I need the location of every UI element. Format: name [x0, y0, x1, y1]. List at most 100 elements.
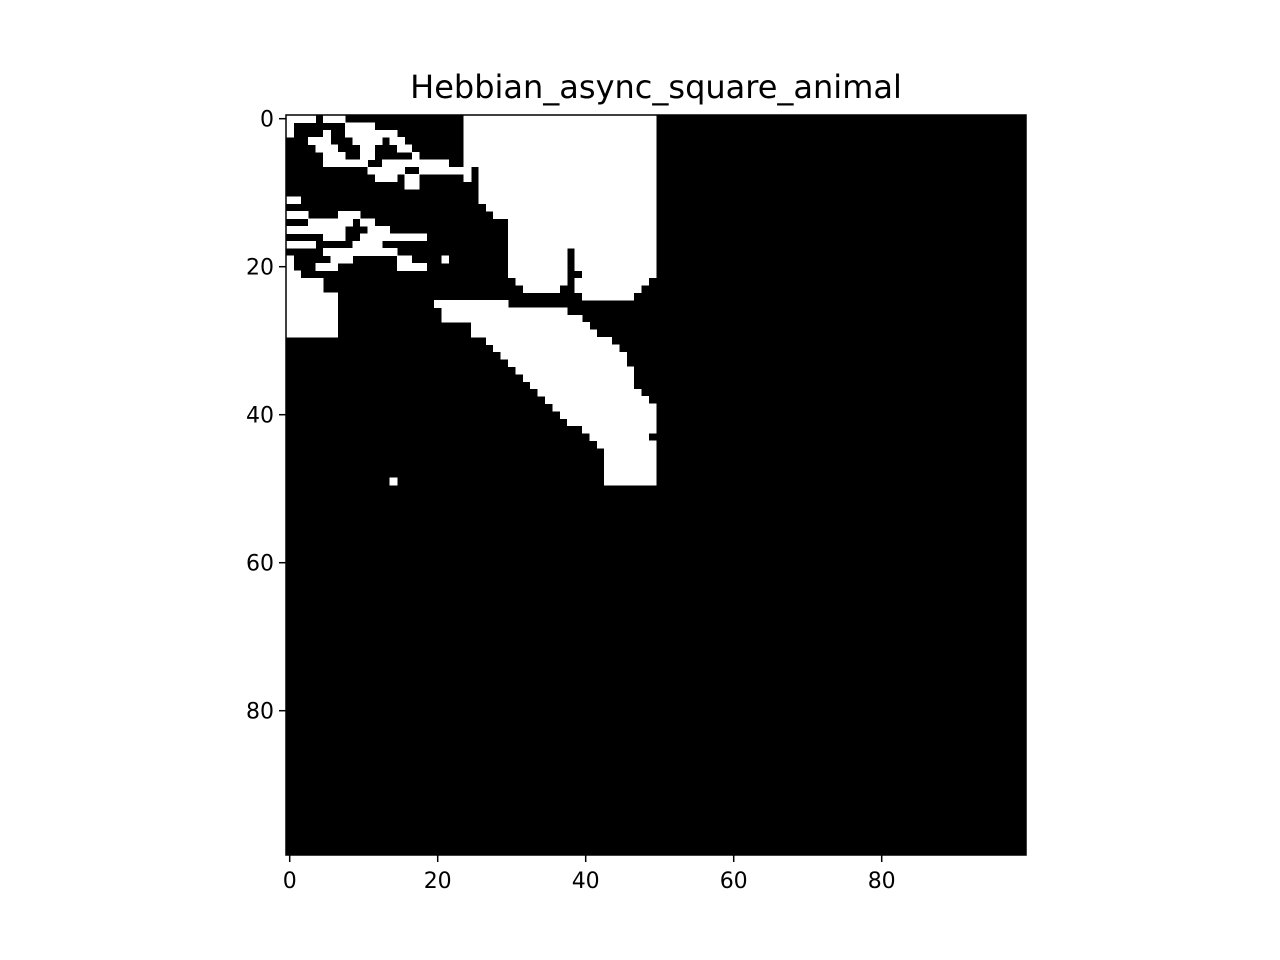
heatmap-cell-run — [397, 145, 412, 153]
heatmap-cell-run — [286, 196, 301, 204]
heatmap-cell-run — [545, 396, 649, 404]
heatmap-cell-run — [286, 256, 294, 264]
heatmap-cell-run — [397, 256, 412, 264]
heatmap-cell-run — [478, 189, 656, 197]
heatmap-cell-run — [464, 145, 657, 153]
heatmap-cell-run — [345, 122, 375, 130]
heatmap-cell-run — [508, 248, 568, 256]
heatmap-cell-run — [604, 448, 656, 456]
heatmap-cell-run — [404, 174, 419, 182]
heatmap-cell-run — [286, 130, 294, 138]
heatmap-cell-run — [441, 315, 582, 323]
heatmap-cell-run — [434, 300, 508, 308]
heatmap-cell-run — [397, 263, 427, 271]
heatmap-cell-run — [575, 263, 657, 271]
heatmap-cell-run — [286, 300, 338, 308]
heatmap-cell-run — [323, 248, 397, 256]
y-tick-label: 20 — [246, 256, 274, 281]
heatmap-cell-run — [330, 256, 353, 264]
heatmap-cell-run — [530, 381, 634, 389]
x-tick-label: 20 — [424, 869, 452, 894]
heatmap-cell-run — [464, 152, 657, 160]
heatmap-cell-run — [286, 315, 338, 323]
heatmap-cell-run — [323, 159, 368, 167]
heatmap-cell-run — [575, 285, 642, 293]
heatmap-cell-run — [382, 159, 449, 167]
heatmap-cell-run — [323, 115, 346, 123]
heatmap-cell-run — [464, 137, 657, 145]
heatmap-cell-run — [478, 167, 656, 175]
heatmap-cell-run — [538, 389, 642, 397]
chart-title: Hebbian_async_square_animal — [410, 68, 902, 106]
heatmap-cell-run — [367, 167, 404, 175]
heatmap-cell-run — [471, 330, 597, 338]
heatmap-cell-run — [345, 130, 397, 138]
heatmap-cell-run — [493, 211, 656, 219]
heatmap-cell-run — [501, 352, 627, 360]
heatmap-cell-run — [464, 159, 657, 167]
heatmap-cell-run — [286, 211, 309, 219]
heatmap-cell-run — [323, 233, 346, 241]
heatmap-cell-run — [552, 404, 656, 412]
heatmap-cell-run — [286, 293, 338, 301]
heatmap-cell-run — [508, 226, 656, 234]
heatmap-cell-run — [589, 433, 649, 441]
heatmap-cell-run — [286, 322, 338, 330]
heatmap-cell-run — [286, 122, 294, 130]
heatmap-cell-run — [286, 330, 338, 338]
heatmap-cell-run — [567, 418, 656, 426]
heatmap-cell-run — [419, 167, 471, 175]
heatmap-cell-run — [582, 426, 656, 434]
heatmap-cell-run — [404, 182, 419, 190]
heatmap-cell-run — [597, 441, 657, 449]
heatmap-cell-run — [286, 270, 301, 278]
heatmap-cell-run — [323, 130, 331, 138]
heatmap-cell-run — [286, 307, 338, 315]
heatmap-cell-run — [360, 219, 375, 227]
heatmap-cell-run — [390, 137, 405, 145]
heatmap-cell-run — [508, 241, 656, 249]
heatmap-cell-run — [604, 463, 656, 471]
heatmap-cell-run — [316, 145, 339, 153]
x-tick-label: 40 — [572, 869, 600, 894]
heatmap-cell-run — [604, 455, 656, 463]
x-tick-label: 60 — [720, 869, 748, 894]
heatmap-cell-run — [308, 137, 331, 145]
heatmap-cell-run — [508, 219, 656, 227]
heatmap-cell-run — [515, 278, 567, 286]
heatmap-cell-run — [508, 263, 568, 271]
y-tick-label: 60 — [246, 552, 274, 577]
heatmap-cell-run — [464, 115, 657, 123]
heatmap-cell-run — [367, 226, 390, 234]
heatmap-cell-run — [286, 226, 346, 234]
heatmap-cell-run — [575, 278, 649, 286]
heatmap-cell-run — [338, 211, 361, 219]
heatmap-cell-run — [582, 270, 656, 278]
heatmap-cell-run — [316, 263, 339, 271]
heatmap-cell-run — [508, 359, 627, 367]
heatmap-cell-run — [575, 248, 657, 256]
heatmap-cell-run — [286, 263, 294, 271]
heatmap-cell-run — [560, 411, 657, 419]
heatmap-cell-run — [353, 137, 383, 145]
heatmap-cell-run — [390, 478, 398, 486]
heatmap-cell-run — [360, 145, 375, 153]
heatmap-cell-run — [493, 344, 619, 352]
heatmap-cell-run — [441, 256, 449, 264]
heatmap-cell-run — [478, 196, 656, 204]
heatmap-cell-run — [375, 174, 398, 182]
heatmap-cell-run — [286, 285, 323, 293]
y-tick-label: 0 — [260, 108, 274, 133]
heatmap-cell-run — [308, 219, 353, 227]
y-tick-label: 80 — [246, 700, 274, 725]
heatmap-cell-run — [523, 285, 560, 293]
heatmap-cell-run — [286, 278, 323, 286]
heatmap-cell-run — [412, 152, 420, 160]
heatmap-cell-run — [486, 204, 657, 212]
heatmap-cell-run — [582, 293, 634, 301]
x-tick-label: 0 — [283, 869, 297, 894]
heatmap-cell-run — [441, 307, 567, 315]
heatmap-cell-run — [508, 233, 656, 241]
heatmap-cell-run — [478, 174, 656, 182]
